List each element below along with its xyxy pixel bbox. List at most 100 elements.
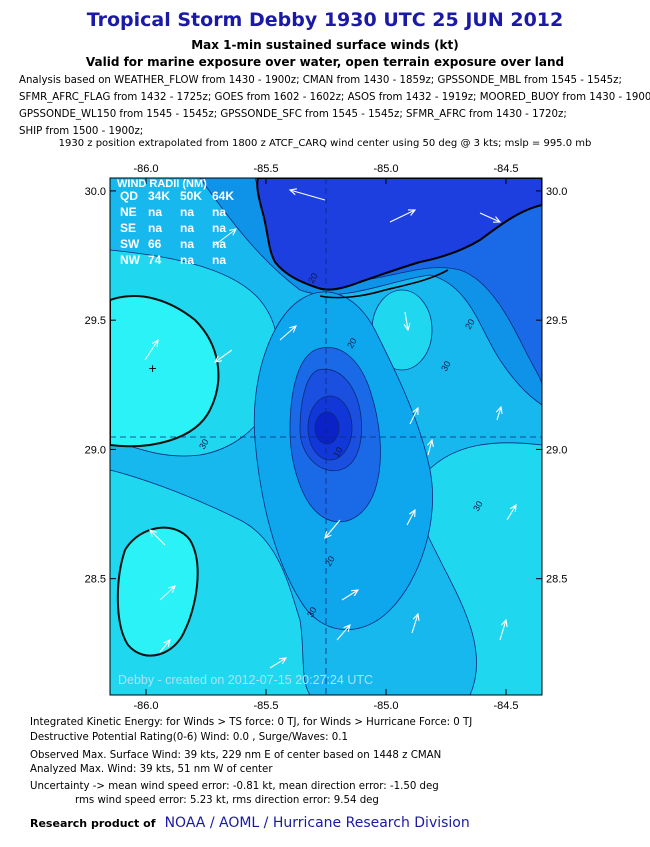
wind-radii-rows: NE na na na SE na na na SW 66 na na NW 74 na na [120,205,226,267]
wind-arrow [149,529,166,546]
barrier-island [319,269,449,299]
wind-arrow [324,519,341,539]
contour-labels: 20 20 20 10 30 30 30 20 30 [197,271,485,619]
lat-label-right: 29.5 [546,315,567,327]
wind-arrow-head [343,624,351,632]
wind-arrow-head [427,438,434,447]
wind-arrow [496,406,502,421]
wind-arrow-head [403,323,411,332]
wind-radii-header-cell: 34K [148,189,170,203]
axis-ticks [110,178,542,695]
lon-label-bottom: -84.5 [493,700,518,710]
wind-arrow [279,325,297,341]
lon-label-bottom: -86.0 [133,700,158,710]
contour-30kt-loop [110,295,220,448]
wind-arrow-head [288,188,297,196]
footer-label: Research product of [30,817,156,830]
map-subtitle-validity: Valid for marine exposure over water, op… [85,55,565,69]
uncertainty-line: Uncertainty -> mean wind speed error: -0… [30,781,439,792]
wind-radii-table: WIND RADII (NM) QD 34K 50K 64K NE na na na SE na… [117,178,234,267]
analysis-line: SHIP from 1500 - 1900z; [19,126,144,137]
wind-radii-title: WIND RADII (NM) [117,178,207,190]
wind-arrow [506,504,517,521]
wind-radii-cell: na [180,221,194,235]
wind-arrow-head [350,589,360,597]
wind-radii-cell: na [148,205,162,219]
wind-radii-cell: SE [120,221,136,235]
wind-arrow-head [151,338,159,348]
wind-radii-header-cell: 50K [180,189,202,203]
latitude-labels: 30.0 30.0 29.5 29.5 29.0 29.0 28.5 28.5 [85,186,568,586]
wind-arrow-head [509,503,517,513]
land-area [256,178,542,291]
lat-label-left: 29.0 [85,444,106,456]
analyzed-max-wind: Analyzed Max. Wind: 39 kts, 51 nm W of c… [30,764,273,775]
contour-30kt-loop-south [116,526,199,657]
wind-radii-cell: na [212,253,226,267]
map-title: Tropical Storm Debby 1930 UTC 25 JUN 201… [86,9,564,31]
creation-credit: Debby - created on 2012-07-15 20:27:24 U… [118,673,373,687]
lat-label-left: 28.5 [85,574,106,586]
wind-radii-cell: SW [120,237,140,251]
wind-arrow-head [407,209,417,216]
wind-arrow-head [324,531,332,539]
wind-arrow-head [412,406,419,416]
wind-radii-cell: na [212,205,226,219]
contour-label: 20 [306,271,320,285]
footer-organization[interactable]: NOAA / AOML / Hurricane Research Divisio… [164,815,470,831]
wind-arrow [404,311,409,331]
lat-label-left: 30.0 [85,186,106,198]
wind-radii-cell: NW [120,253,141,267]
max-wind-marker: + [148,362,157,375]
analysis-line: GPSSONDE_WL150 from 1545 - 1545z; GPSSON… [19,109,567,120]
contour-label: 30 [471,499,485,513]
wind-arrow [144,339,159,361]
wind-arrow [389,209,416,223]
contour-label: 10 [331,445,345,459]
lon-label-top: -84.5 [493,163,518,175]
wind-radii-header-cell: 64K [212,189,234,203]
contour-center-core [314,411,340,445]
observed-max-wind: Observed Max. Surface Wind: 39 kts, 229 … [30,750,442,761]
wind-arrow [269,657,287,669]
wind-radii-header: QD 34K 50K 64K [120,189,234,203]
wind-arrow [289,189,326,201]
wind-radii-cell: na [148,221,162,235]
wind-arrows [144,188,517,669]
longitude-labels: -86.0 -86.0 -85.5 -85.5 -85.0 -85.0 -84.5 -84.5 [133,163,518,710]
destructive-potential-line: Destructive Potential Rating(0-6) Wind: … [30,732,348,743]
wind-radii-cell: na [180,237,194,251]
lon-label-top: -85.0 [373,163,398,175]
wind-arrow-head [409,508,416,518]
wind-arrow [499,619,507,641]
wind-arrow-head [495,405,503,415]
wind-arrow [159,585,176,601]
contour-label: 30 [439,359,453,373]
wind-arrow-head [412,612,420,622]
lon-label-bottom: -85.5 [253,700,278,710]
lon-label-top: -85.5 [253,163,278,175]
lon-label-bottom: -85.0 [373,700,398,710]
wind-arrow [409,407,419,425]
rms-error-line: rms wind speed error: 5.23 kt, rms direc… [75,795,379,806]
wind-arrow-head [278,657,288,665]
analysis-line: Analysis based on WEATHER_FLOW from 1430… [19,75,622,86]
contour-label: 20 [345,336,359,350]
wind-radii-header-cell: QD [120,189,138,203]
wind-arrow [427,439,433,456]
wind-arrow-head [492,216,502,223]
position-note: 1930 z position extrapolated from 1800 z… [58,138,592,149]
wind-arrow-head [149,529,157,537]
wind-radii-cell: NE [120,205,137,219]
analysis-sources: Analysis based on WEATHER_FLOW from 1430… [19,72,650,140]
wind-arrow [336,624,351,641]
wind-arrow [411,613,419,634]
analysis-line: SFMR_AFRC_FLAG from 1432 - 1725z; GOES f… [19,92,650,103]
wind-arrow [159,639,171,653]
wind-arrow-head [500,618,508,627]
ike-line: Integrated Kinetic Energy: for Winds > T… [30,717,473,728]
contour-label: 30 [305,605,319,619]
wind-radii-cell: na [212,237,226,251]
plot-frame [109,177,543,696]
